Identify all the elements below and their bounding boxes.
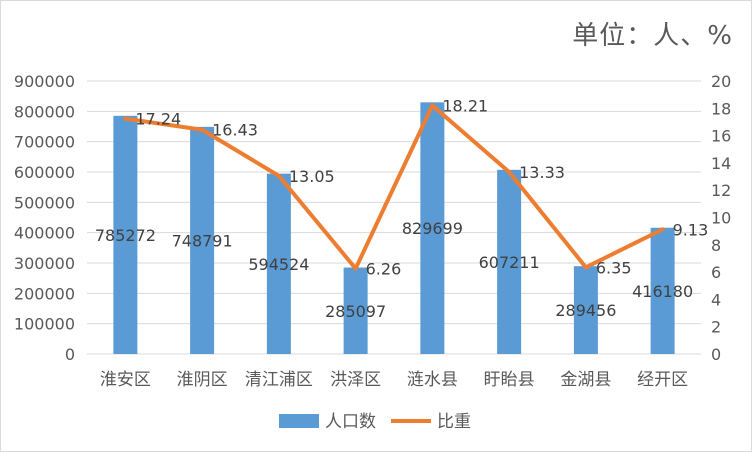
left-tick-label: 900000 xyxy=(14,72,75,91)
category-label: 涟水县 xyxy=(407,370,458,390)
line-data-label: 13.05 xyxy=(289,167,335,186)
bar-data-label: 607211 xyxy=(479,253,540,272)
left-axis: 0 100000 200000 300000 400000 500000 600000 700… xyxy=(14,72,75,364)
line-point xyxy=(123,116,128,121)
category-label: 洪泽区 xyxy=(330,370,381,390)
line-data-label: 17.24 xyxy=(135,110,181,129)
right-tick-label: 16 xyxy=(711,127,731,146)
category-label: 金湖县 xyxy=(560,370,611,390)
line-path xyxy=(123,103,665,271)
bar xyxy=(190,126,215,354)
bar xyxy=(650,227,675,354)
line-data-label: 16.43 xyxy=(212,121,258,140)
bar-data-label: 785272 xyxy=(95,226,156,245)
line-point xyxy=(583,265,588,270)
bar xyxy=(497,169,522,354)
legend-bar-label: 人口数 xyxy=(325,412,376,432)
right-tick-label: 10 xyxy=(711,209,731,228)
line-data-label: 6.35 xyxy=(596,258,632,277)
right-tick-label: 6 xyxy=(711,263,721,282)
right-tick-label: 4 xyxy=(711,290,721,309)
legend-line-label: 比重 xyxy=(437,412,471,432)
data-labels: 785272 748791 594524 285097 829699 607211 2894… xyxy=(95,96,708,320)
right-tick-label: 20 xyxy=(711,72,731,91)
bar xyxy=(573,266,598,354)
bar xyxy=(420,102,445,354)
category-label: 盱眙县 xyxy=(484,370,535,390)
bar-data-label: 285097 xyxy=(325,302,386,321)
left-tick-label: 400000 xyxy=(14,224,75,243)
line-point xyxy=(430,103,435,108)
line-point xyxy=(660,227,665,232)
bar xyxy=(266,173,291,354)
category-label: 经开区 xyxy=(637,370,688,390)
left-tick-label: 200000 xyxy=(14,284,75,303)
left-tick-label: 600000 xyxy=(14,163,75,182)
category-label: 淮安区 xyxy=(100,370,151,390)
line-data-label: 18.21 xyxy=(442,96,488,115)
line-point xyxy=(353,266,358,271)
bar-data-label: 594524 xyxy=(248,255,309,274)
line-data-label: 13.33 xyxy=(519,163,565,182)
line-data-label: 9.13 xyxy=(673,220,709,239)
left-tick-label: 700000 xyxy=(14,133,75,152)
bar-data-label: 829699 xyxy=(402,219,463,238)
unit-label: 单位：人、% xyxy=(572,21,733,51)
legend: 人口数 比重 xyxy=(279,412,471,432)
bar-series xyxy=(113,102,675,354)
left-tick-label: 500000 xyxy=(14,193,75,212)
right-axis: 0 2 4 6 8 10 12 14 16 18 20 xyxy=(711,72,731,364)
line-point xyxy=(507,170,512,175)
bar-data-label: 748791 xyxy=(172,231,233,250)
left-tick-label: 0 xyxy=(65,345,75,364)
right-tick-label: 2 xyxy=(711,318,721,337)
line-data-label: 6.26 xyxy=(366,260,402,279)
right-tick-label: 8 xyxy=(711,236,721,255)
line-point xyxy=(200,127,205,132)
left-tick-label: 100000 xyxy=(14,315,75,334)
right-tick-label: 14 xyxy=(711,154,731,173)
bar xyxy=(113,115,138,354)
left-tick-label: 300000 xyxy=(14,254,75,273)
left-tick-label: 800000 xyxy=(14,102,75,121)
legend-bar-swatch xyxy=(279,414,319,428)
gridlines xyxy=(87,80,701,355)
line-point xyxy=(276,173,281,178)
right-tick-label: 18 xyxy=(711,99,731,118)
line-series xyxy=(123,103,665,271)
category-label: 淮阴区 xyxy=(177,370,228,390)
bar-data-label: 289456 xyxy=(555,301,616,320)
right-tick-label: 0 xyxy=(711,345,721,364)
right-tick-label: 12 xyxy=(711,181,731,200)
category-label: 清江浦区 xyxy=(245,370,313,390)
category-axis: 淮安区 淮阴区 清江浦区 洪泽区 涟水县 盱眙县 金湖县 经开区 xyxy=(100,370,688,390)
bar xyxy=(343,267,368,354)
bar-data-label: 416180 xyxy=(632,282,693,301)
